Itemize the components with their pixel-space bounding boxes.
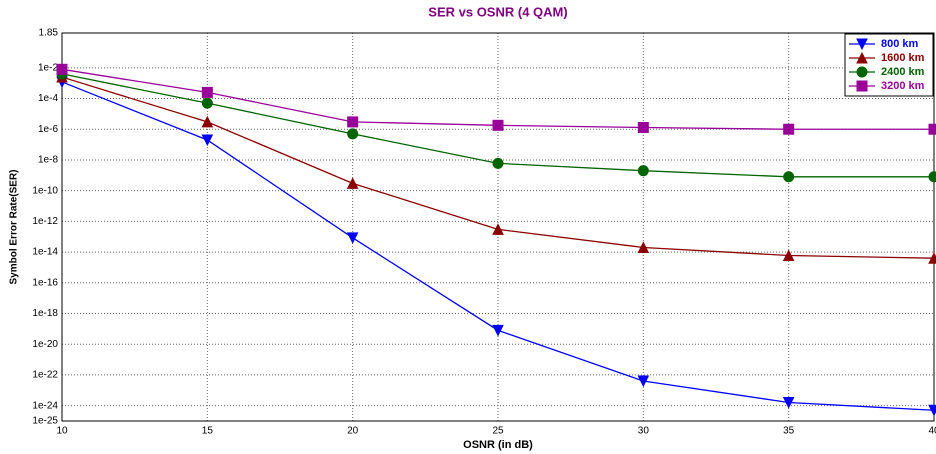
marker	[856, 80, 868, 92]
marker	[201, 97, 213, 109]
marker	[637, 121, 649, 133]
marker	[856, 66, 868, 78]
y-tick-label: 1e-14	[32, 247, 58, 258]
y-tick-label: 1e-22	[32, 370, 58, 381]
marker	[346, 177, 359, 189]
marker	[783, 171, 795, 183]
y-tick-label: 1e-10	[32, 185, 58, 196]
legend-label: 800 km	[881, 38, 919, 50]
marker	[347, 116, 359, 128]
marker	[637, 241, 650, 253]
y-tick-label: 1e-4	[38, 93, 58, 104]
marker	[782, 249, 795, 261]
y-tick-label: 1e-16	[32, 277, 58, 288]
marker	[928, 404, 936, 417]
y-tick-label: 1e-12	[32, 216, 58, 227]
marker	[856, 38, 868, 51]
marker	[492, 119, 504, 131]
marker	[201, 86, 213, 98]
marker	[928, 171, 936, 183]
x-tick-label: 10	[56, 426, 68, 437]
y-tick-label: 1e-8	[38, 155, 58, 166]
x-tick-label: 15	[202, 426, 214, 437]
x-tick-label: 25	[492, 426, 504, 437]
marker	[782, 397, 795, 409]
plot-frame	[61, 32, 935, 422]
chart-title: SER vs OSNR (4 QAM)	[428, 4, 567, 19]
marker	[201, 134, 214, 147]
marker	[637, 375, 650, 388]
marker	[347, 128, 359, 140]
marker	[492, 324, 504, 337]
y-tick-label: 1e-6	[38, 124, 58, 135]
marker	[56, 63, 68, 75]
y-tick-label: 1e-25	[32, 416, 58, 427]
marker	[783, 123, 795, 135]
marker	[346, 232, 359, 244]
x-tick-label: 30	[638, 426, 650, 437]
y-tick-label: 1e-24	[32, 400, 58, 411]
y-tick-label: 1e-18	[32, 308, 58, 319]
x-tick-label: 40	[928, 426, 936, 437]
x-tick-label: 20	[347, 426, 359, 437]
marker	[492, 223, 504, 235]
marker	[928, 123, 936, 135]
legend-label: 1600 km	[881, 52, 925, 64]
y-tick-label: 1e-20	[32, 339, 58, 350]
marker	[928, 252, 936, 264]
marker	[637, 165, 649, 177]
y-tick-label: 1e-2	[38, 62, 58, 73]
y-axis-label: Symbol Error Rate(SER)	[9, 169, 20, 284]
x-axis-label: OSNR (in dB)	[463, 439, 533, 451]
x-tick-label: 35	[783, 426, 795, 437]
legend-label: 2400 km	[881, 66, 925, 78]
legend-label: 3200 km	[881, 80, 925, 92]
marker	[492, 157, 504, 169]
marker	[201, 115, 214, 128]
marker	[856, 51, 868, 64]
y-tick-label: 1.85	[39, 28, 59, 39]
